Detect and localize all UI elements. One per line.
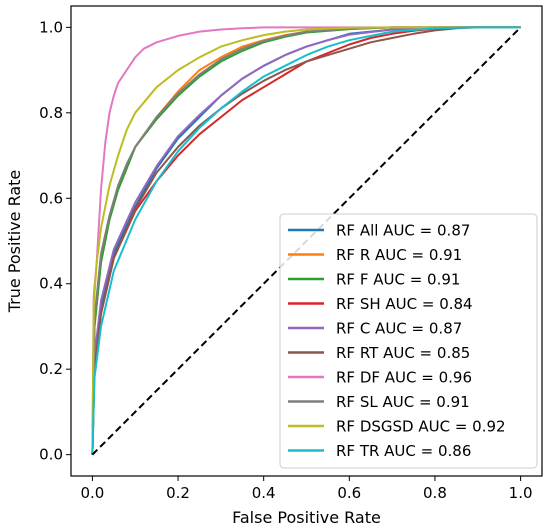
x-tick-label: 0.6 (337, 484, 361, 502)
y-tick-label: 0.0 (39, 446, 63, 464)
legend-entry: RF R AUC = 0.91 (336, 246, 462, 264)
legend-entry: RF C AUC = 0.87 (336, 320, 462, 338)
x-tick-label: 1.0 (509, 484, 533, 502)
legend-entry: RF SL AUC = 0.91 (336, 393, 470, 411)
legend-entry: RF SH AUC = 0.84 (336, 295, 473, 313)
x-axis-label: False Positive Rate (232, 508, 381, 527)
x-tick-label: 0.4 (252, 484, 276, 502)
legend-entry: RF All AUC = 0.87 (336, 222, 470, 240)
x-tick-label: 0.8 (423, 484, 447, 502)
roc-curve-6 (91, 26, 521, 455)
axes: 0.0 0.2 0.4 0.6 0.8 1.0 0.0 0.2 0.4 0.6 0.8 1.0 (39, 5, 543, 502)
y-tick-label: 0.4 (39, 275, 63, 293)
roc-curve-9 (91, 26, 521, 455)
x-tick-label: 0.0 (80, 484, 104, 502)
roc-curve-8 (91, 26, 521, 455)
legend-entry: RF DF AUC = 0.96 (336, 369, 472, 387)
y-tick-label: 0.2 (39, 360, 63, 378)
y-tick-label: 1.0 (39, 18, 63, 36)
legend-entry: RF F AUC = 0.91 (336, 271, 460, 289)
roc-curve-4 (91, 26, 521, 455)
legend-entry: RF TR AUC = 0.86 (336, 442, 471, 460)
roc-curve-5 (91, 26, 521, 455)
legend: RF All AUC = 0.87 RF R AUC = 0.91 RF F AUC… (279, 213, 538, 469)
plot-frame (70, 5, 543, 477)
legend-entry: RF RT AUC = 0.85 (336, 344, 470, 362)
legend-box (279, 213, 538, 469)
plot-lines (91, 26, 522, 456)
x-tick-label: 0.2 (166, 484, 190, 502)
y-tick-label: 0.8 (39, 104, 63, 122)
y-tick-label: 0.6 (39, 189, 63, 207)
legend-entry: RF DSGSD AUC = 0.92 (336, 418, 506, 436)
y-axis-label: True Positive Rate (5, 170, 24, 314)
